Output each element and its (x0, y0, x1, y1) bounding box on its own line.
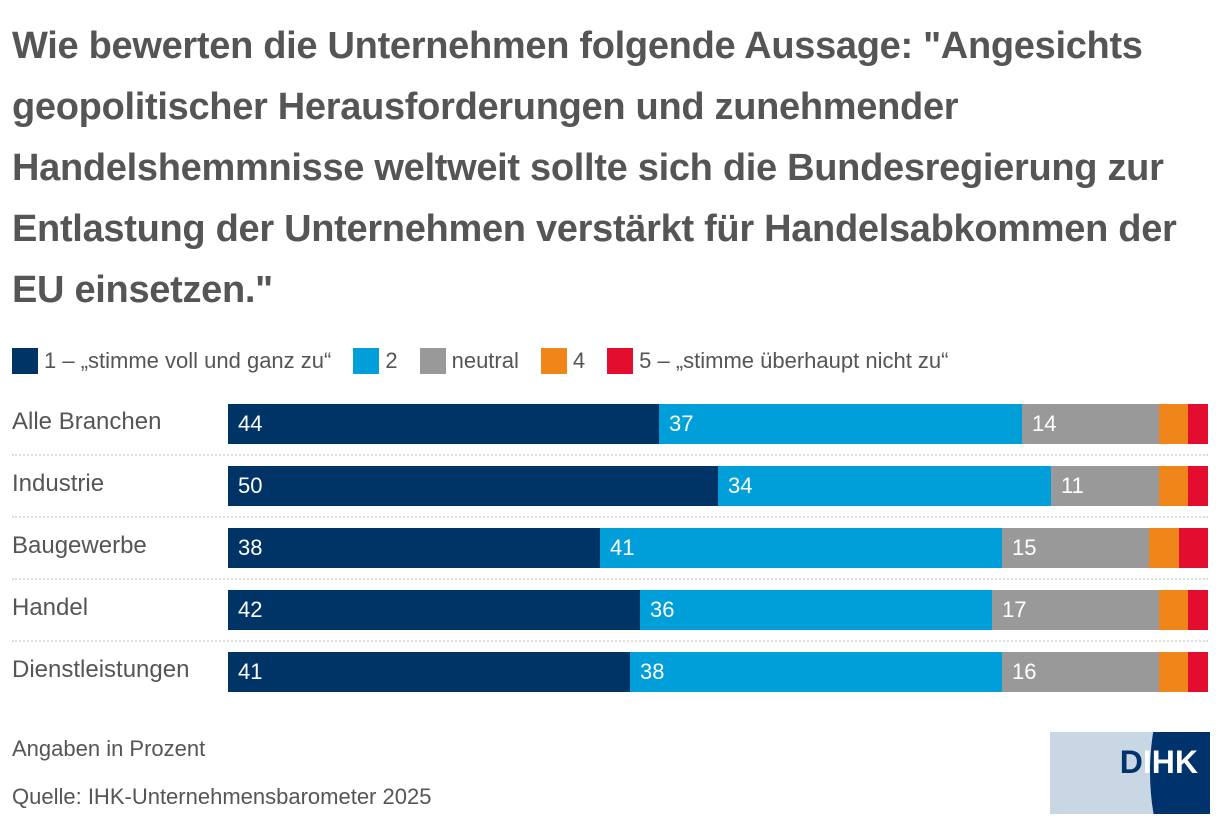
category-label: Baugewerbe (12, 532, 147, 559)
bar-segment: 37 (659, 404, 1022, 444)
legend-label: neutral (451, 348, 519, 373)
legend-item: neutral (419, 348, 519, 374)
data-label: 11 (1061, 473, 1084, 498)
bar-segment: 41 (600, 528, 1002, 568)
data-label: 42 (238, 597, 263, 622)
bar-segment: 41 (228, 652, 630, 692)
stacked-bar: 42 36 17 (228, 590, 1208, 630)
bar-row: Handel 42 36 17 (0, 586, 1220, 630)
legend: 1 – „stimme voll und ganz zu“ 2 neutral 4 5 … (12, 346, 971, 376)
bar-segment: 16 (1002, 652, 1159, 692)
bar-segment (1159, 652, 1188, 692)
legend-swatch (419, 348, 446, 374)
bar-row: Industrie 50 34 11 (0, 462, 1220, 506)
legend-label: 1 – „stimme voll und ganz zu“ (44, 348, 332, 373)
data-label: 36 (650, 597, 675, 622)
legend-swatch (607, 348, 634, 374)
category-label: Industrie (12, 470, 105, 497)
bar-segment: 14 (1022, 404, 1159, 444)
data-label: 41 (238, 659, 263, 684)
category-label: Alle Branchen (12, 408, 162, 435)
row-divider (12, 640, 1208, 642)
data-label: 41 (610, 535, 635, 560)
data-label: 34 (728, 473, 753, 498)
bar-segment: 11 (1051, 466, 1159, 506)
data-label: 16 (1012, 659, 1037, 684)
legend-label: 2 (385, 348, 398, 373)
data-label: 37 (669, 411, 694, 436)
bar-segment (1188, 404, 1208, 444)
bar-segment: 38 (630, 652, 1002, 692)
legend-swatch (353, 348, 380, 374)
stacked-bar: 38 41 15 (228, 528, 1208, 568)
logo-shape (1150, 732, 1210, 814)
legend-swatch (540, 348, 567, 374)
bar-row: Alle Branchen 44 37 14 (0, 400, 1220, 444)
source-note: Quelle: IHK-Unternehmensbarometer 2025 (12, 784, 432, 809)
stacked-bar: 50 34 11 (228, 466, 1208, 506)
bar-segment (1188, 590, 1208, 630)
bar-segment (1188, 652, 1208, 692)
bar-row: Dienstleistungen 41 38 16 (0, 648, 1220, 692)
bar-segment: 44 (228, 404, 659, 444)
logo-letter-d: D (1119, 744, 1143, 780)
legend-item: 4 (540, 348, 586, 374)
bar-segment: 36 (640, 590, 992, 630)
bar-segment (1159, 590, 1188, 630)
row-divider (12, 516, 1208, 518)
chart-title: Wie bewerten die Unternehmen folgende Au… (12, 25, 1177, 311)
bar-segment (1159, 466, 1188, 506)
data-label: 38 (640, 659, 665, 684)
bar-segment (1179, 528, 1208, 568)
bar-segment: 34 (718, 466, 1051, 506)
dihk-logo: DIHK (1050, 732, 1210, 814)
bar-segment (1149, 528, 1179, 568)
bar-segment: 15 (1002, 528, 1149, 568)
legend-label: 5 – „stimme überhaupt nicht zu“ (639, 348, 949, 373)
logo-text: DIHK (1050, 732, 1210, 814)
data-label: 14 (1032, 411, 1057, 436)
category-label: Handel (12, 594, 89, 621)
bar-segment (1159, 404, 1188, 444)
row-divider (12, 578, 1208, 580)
legend-item: 2 (353, 348, 398, 374)
bar-segment: 38 (228, 528, 600, 568)
data-label: 17 (1002, 597, 1027, 622)
data-label: 38 (238, 535, 263, 560)
unit-note: Angaben in Prozent (12, 736, 206, 761)
stacked-bar: 41 38 16 (228, 652, 1208, 692)
bar-segment: 17 (992, 590, 1159, 630)
bar-segment (1188, 466, 1208, 506)
legend-label: 4 (572, 348, 586, 373)
data-label: 44 (238, 411, 263, 436)
data-label: 15 (1012, 535, 1037, 560)
logo-letters-ihk: IHK (1142, 744, 1198, 780)
bar-segment: 50 (228, 466, 718, 506)
row-divider (12, 454, 1208, 456)
bar-segment: 42 (228, 590, 640, 630)
legend-swatch (12, 348, 38, 374)
stacked-bar: 44 37 14 (228, 404, 1208, 444)
category-label: Dienstleistungen (12, 656, 190, 683)
data-label: 50 (238, 473, 263, 498)
bar-row: Baugewerbe 38 41 15 (0, 524, 1220, 568)
stacked-bar-chart: Alle Branchen 44 37 14 Industrie 50 34 11 Baugew… (0, 400, 1220, 700)
legend-item: 1 – „stimme voll und ganz zu“ (12, 348, 331, 374)
legend-item: 5 – „stimme überhaupt nicht zu“ (607, 348, 949, 374)
